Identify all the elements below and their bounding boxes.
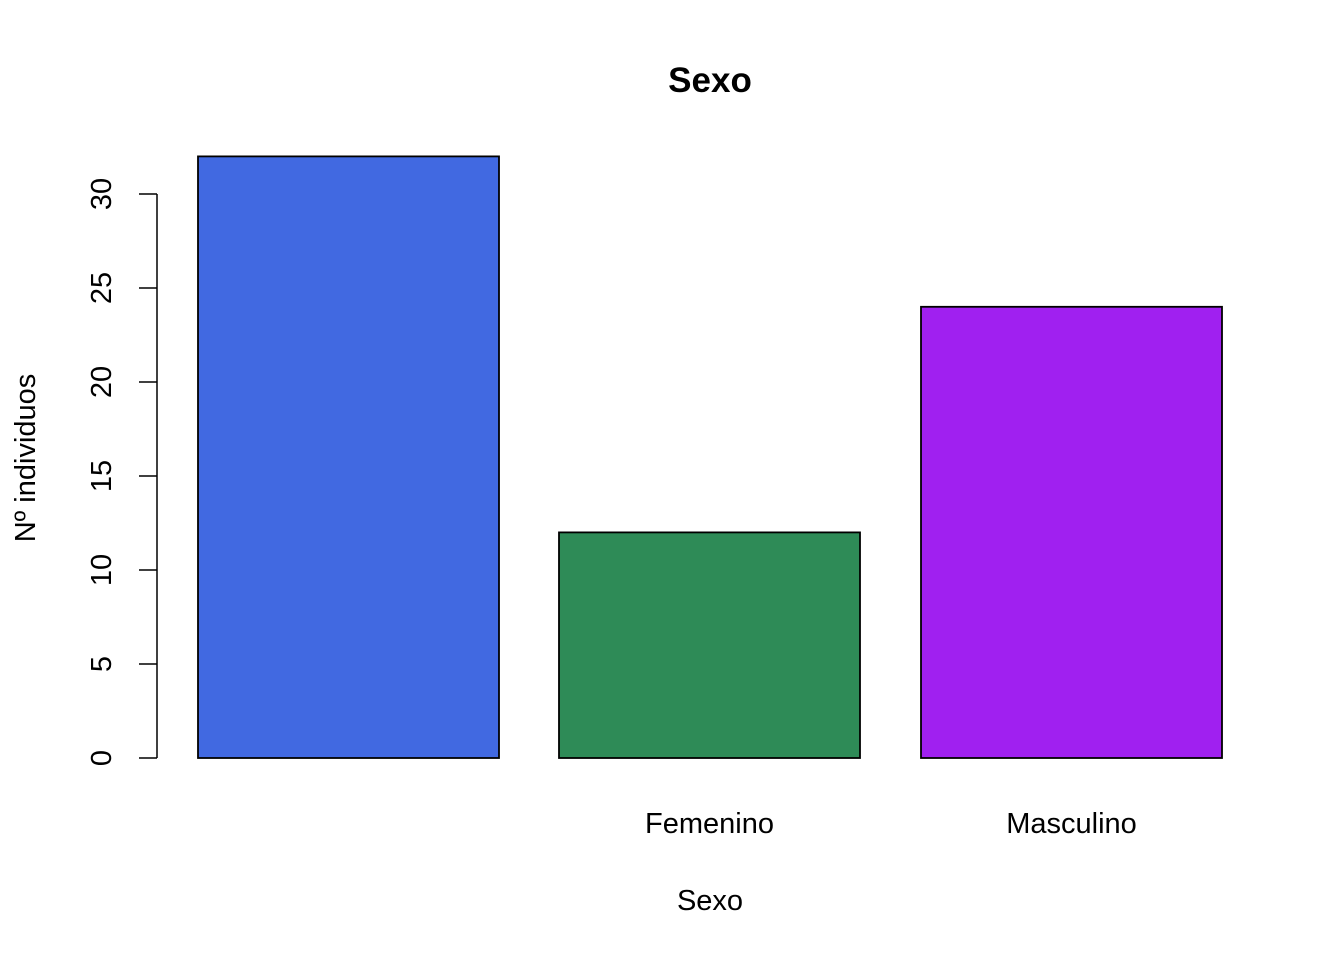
x-tick-label: Masculino: [1006, 808, 1137, 840]
y-tick-label: 20: [86, 366, 118, 398]
y-axis-label: Nº individuos: [10, 374, 42, 543]
x-axis-tick-labels: Femenino Masculino: [645, 808, 1137, 840]
y-tick-label: 25: [86, 272, 118, 304]
bar: [197, 155, 500, 759]
y-tick-label: 15: [86, 460, 118, 492]
x-axis-label: Sexo: [677, 885, 743, 917]
y-tick-label: 10: [86, 554, 118, 586]
y-axis: 0 5 10 15 20 25 30: [86, 178, 158, 766]
y-tick-label: 0: [86, 750, 118, 766]
y-tick-label: 5: [86, 656, 118, 672]
x-tick-label: Femenino: [645, 808, 774, 840]
bar: [558, 531, 861, 759]
bar-series: [197, 155, 1223, 759]
chart-title: Sexo: [668, 61, 752, 100]
bar: [920, 305, 1223, 759]
y-tick-label: 30: [86, 178, 118, 210]
y-axis-ticks: 0 5 10 15 20 25 30: [86, 178, 157, 766]
